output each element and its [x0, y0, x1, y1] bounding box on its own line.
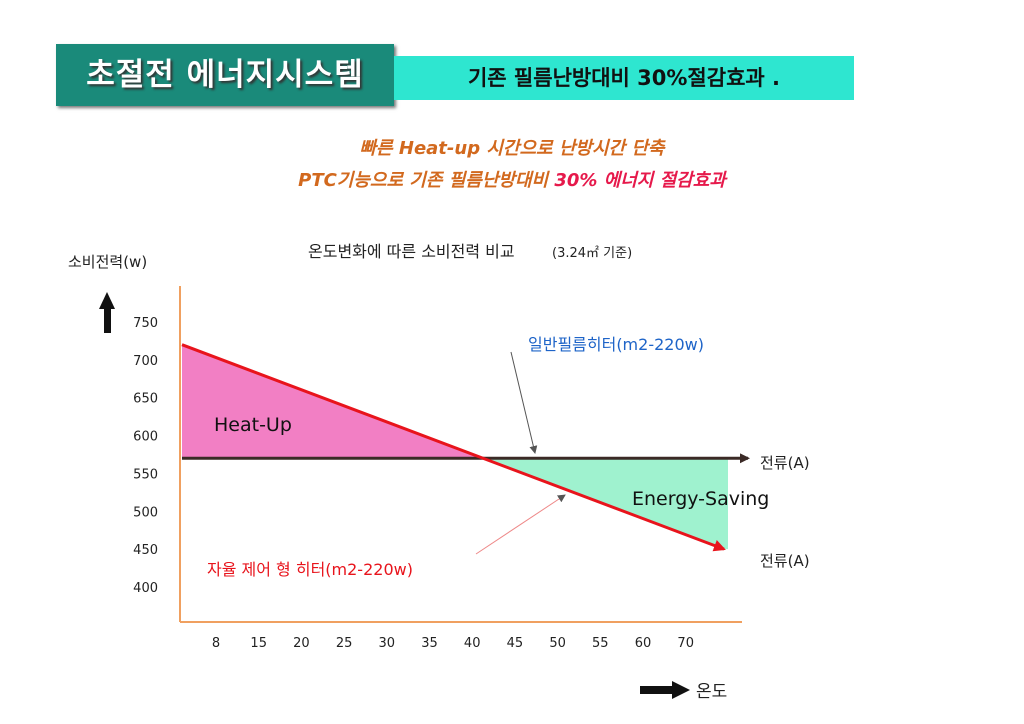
- y-tick-label: 500: [133, 505, 158, 520]
- x-tick-label: 15: [250, 636, 267, 651]
- film-heater-pointer: [510, 351, 538, 454]
- title-banner: 초절전 에너지시스템: [56, 44, 394, 106]
- film-line-end-label: 전류(A): [760, 454, 810, 472]
- y-tick-label: 750: [133, 316, 158, 331]
- x-tick-label: 30: [379, 636, 396, 651]
- series-auto-heater-line: [181, 343, 726, 552]
- x-tick-labels: 8 15 20 25 30 35 40 45 50 55 60 70: [212, 636, 694, 651]
- y-tick-label: 450: [133, 543, 158, 558]
- auto-heater-pointer: [475, 494, 566, 555]
- subheading-line-2-highlight: 30% 에너지 절감효과: [554, 170, 726, 191]
- y-axis-up-arrow-icon: [99, 292, 115, 333]
- x-axis-label: 온도: [696, 682, 727, 702]
- x-tick-label: 45: [507, 636, 524, 651]
- x-tick-label: 60: [635, 636, 652, 651]
- y-tick-label: 400: [133, 581, 158, 596]
- x-tick-label: 20: [293, 636, 310, 651]
- x-tick-label: 40: [464, 636, 481, 651]
- x-tick-label: 25: [336, 636, 353, 651]
- y-tick-label: 550: [133, 467, 158, 482]
- chart-title: 온도변화에 따른 소비전력 비교: [308, 242, 515, 261]
- page-subtitle: 기존 필름난방대비 30%절감효과 .: [467, 66, 780, 90]
- x-tick-label: 55: [592, 636, 609, 651]
- y-axis-label: 소비전력(w): [68, 253, 147, 271]
- x-axis-arrow-icon: [640, 681, 690, 699]
- page-title: 초절전 에너지시스템: [86, 57, 364, 93]
- x-tick-label: 35: [421, 636, 438, 651]
- subheading-line-2: PTC기능으로 기존 필름난방대비 30% 에너지 절감효과: [0, 166, 1024, 192]
- film-heater-label: 일반필름히터(m2-220w): [528, 335, 704, 354]
- x-tick-label: 50: [549, 636, 566, 651]
- y-tick-label: 700: [133, 354, 158, 369]
- y-tick-labels: 750 700 650 600 550 500 450 400: [133, 316, 158, 596]
- x-tick-label: 70: [677, 636, 694, 651]
- chart-title-note: (3.24㎡ 기준): [552, 246, 632, 261]
- x-tick-label: 8: [212, 636, 220, 651]
- subtitle-banner: 기존 필름난방대비 30%절감효과 .: [394, 56, 854, 100]
- auto-line-end-label: 전류(A): [760, 552, 810, 570]
- y-tick-label: 600: [133, 430, 158, 445]
- energy-saving-label: Energy-Saving: [632, 488, 769, 510]
- y-tick-label: 650: [133, 392, 158, 407]
- subheading-line-1: 빠른 Heat-up 시간으로 난방시간 단축: [359, 138, 665, 159]
- heat-up-label: Heat-Up: [214, 414, 292, 436]
- auto-heater-label: 자율 제어 형 히터(m2-220w): [207, 560, 413, 579]
- subheading-line-2-prefix: PTC기능으로 기존 필름난방대비: [298, 170, 555, 191]
